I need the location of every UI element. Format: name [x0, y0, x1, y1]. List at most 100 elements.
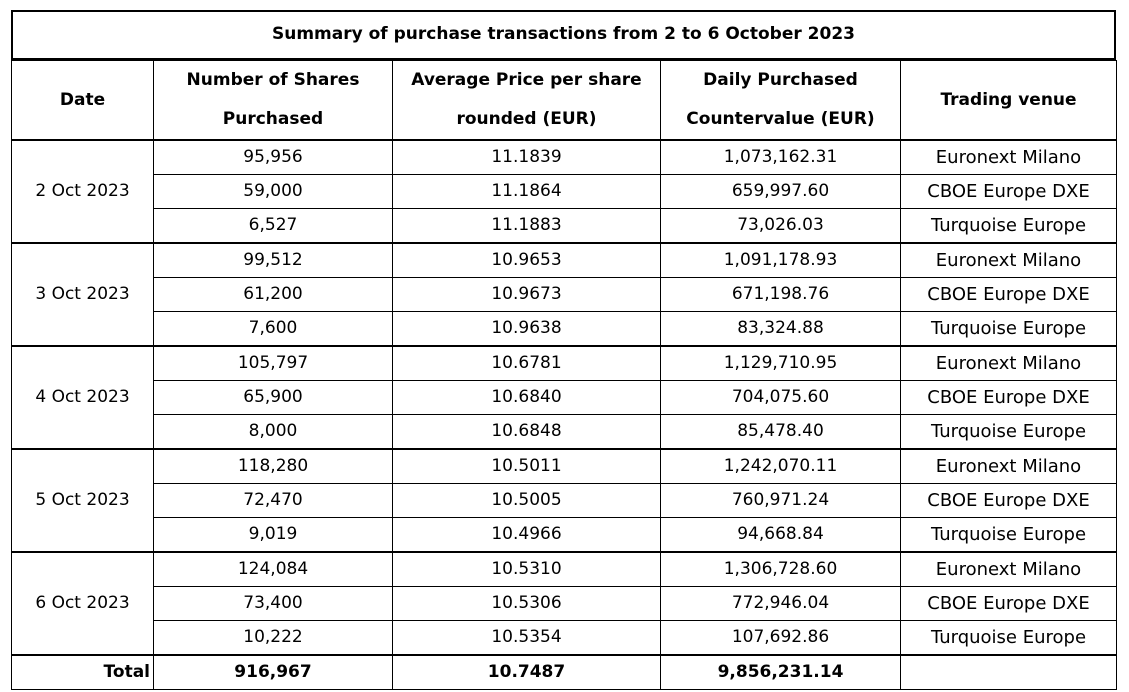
cell-venue: Turquoise Europe — [900, 620, 1117, 656]
date-group: 6 Oct 2023 124,084 10.5310 1,306,728.60 Euro… — [11, 551, 1117, 656]
cell-date: 5 Oct 2023 — [11, 448, 154, 553]
cell-price: 10.5354 — [392, 620, 661, 656]
cell-countervalue: 704,075.60 — [660, 380, 901, 415]
cell-countervalue: 94,668.84 — [660, 517, 901, 553]
table-row: 4 Oct 2023 105,797 10.6781 1,129,710.95 Euro… — [11, 345, 1117, 450]
table-row: 73,400 10.5306 772,946.04 CBOE Europe DXE — [12, 586, 1117, 621]
cell-shares: 61,200 — [153, 277, 393, 312]
cell-shares: 72,470 — [153, 483, 393, 518]
total-label: Total — [11, 654, 154, 690]
total-countervalue: 9,856,231.14 — [660, 654, 901, 690]
table-row: 8,000 10.6848 85,478.40 Turquoise Europe — [12, 414, 1117, 450]
table-row: 6 Oct 2023 124,084 10.5310 1,306,728.60 Euro… — [11, 551, 1117, 656]
cell-date: 2 Oct 2023 — [11, 139, 154, 244]
cell-venue: Turquoise Europe — [900, 208, 1117, 244]
cell-price: 10.6840 — [392, 380, 661, 415]
cell-price: 10.4966 — [392, 517, 661, 553]
header-shares: Number of Shares Purchased — [153, 60, 393, 141]
cell-countervalue: 659,997.60 — [660, 174, 901, 209]
cell-price: 10.9673 — [392, 277, 661, 312]
header-countervalue-line2: Countervalue (EUR) — [686, 109, 875, 129]
cell-venue: CBOE Europe DXE — [900, 483, 1117, 518]
cell-venue: Euronext Milano — [900, 551, 1117, 587]
total-venue — [900, 654, 1117, 690]
header-price-line1: Average Price per share — [411, 70, 642, 90]
cell-venue: CBOE Europe DXE — [900, 277, 1117, 312]
cell-venue: Euronext Milano — [900, 242, 1117, 278]
cell-price: 10.9653 — [392, 242, 661, 278]
cell-shares: 73,400 — [153, 586, 393, 621]
cell-countervalue: 772,946.04 — [660, 586, 901, 621]
cell-countervalue: 73,026.03 — [660, 208, 901, 244]
table-row: 2 Oct 2023 95,956 11.1839 1,073,162.31 Euron… — [11, 139, 1117, 244]
table-row: 9,019 10.4966 94,668.84 Turquoise Europe — [12, 517, 1117, 553]
date-group: 5 Oct 2023 118,280 10.5011 1,242,070.11 Euro… — [11, 448, 1117, 553]
cell-shares: 9,019 — [153, 517, 393, 553]
table-row: 6,527 11.1883 73,026.03 Turquoise Europe — [12, 208, 1117, 244]
table-row: 3 Oct 2023 99,512 10.9653 1,091,178.93 Euron… — [11, 242, 1117, 347]
cell-venue: Euronext Milano — [900, 345, 1117, 381]
cell-date: 6 Oct 2023 — [11, 551, 154, 656]
cell-date: 3 Oct 2023 — [11, 242, 154, 347]
cell-shares: 118,280 — [153, 448, 393, 484]
table-row: 59,000 11.1864 659,997.60 CBOE Europe DXE — [12, 174, 1117, 209]
cell-price: 10.9638 — [392, 311, 661, 347]
cell-shares: 65,900 — [153, 380, 393, 415]
table-row: 61,200 10.9673 671,198.76 CBOE Europe DXE — [12, 277, 1117, 312]
header-shares-line1: Number of Shares — [186, 70, 360, 90]
header-date: Date — [11, 60, 154, 141]
header-price: Average Price per share rounded (EUR) — [392, 60, 661, 141]
date-group: 3 Oct 2023 99,512 10.9653 1,091,178.93 Euron… — [11, 242, 1117, 347]
transactions-table: Date Number of Shares Purchased Average … — [11, 60, 1117, 690]
cell-countervalue: 1,242,070.11 — [660, 448, 901, 484]
cell-shares: 7,600 — [153, 311, 393, 347]
table-row: 65,900 10.6840 704,075.60 CBOE Europe DXE — [12, 380, 1117, 415]
total-row: Total 916,967 10.7487 9,856,231.14 — [11, 654, 1117, 690]
cell-countervalue: 107,692.86 — [660, 620, 901, 656]
cell-price: 11.1839 — [392, 139, 661, 175]
cell-shares: 6,527 — [153, 208, 393, 244]
table-row: 10,222 10.5354 107,692.86 Turquoise Europe — [12, 620, 1117, 656]
cell-price: 10.5005 — [392, 483, 661, 518]
cell-price: 10.5306 — [392, 586, 661, 621]
cell-shares: 124,084 — [153, 551, 393, 587]
cell-countervalue: 83,324.88 — [660, 311, 901, 347]
cell-venue: CBOE Europe DXE — [900, 380, 1117, 415]
cell-countervalue: 1,091,178.93 — [660, 242, 901, 278]
total-shares: 916,967 — [153, 654, 393, 690]
cell-countervalue: 85,478.40 — [660, 414, 901, 450]
cell-countervalue: 1,129,710.95 — [660, 345, 901, 381]
table-title: Summary of purchase transactions from 2 … — [11, 10, 1116, 60]
cell-shares: 59,000 — [153, 174, 393, 209]
purchase-summary: Summary of purchase transactions from 2 … — [11, 10, 1117, 690]
cell-venue: Turquoise Europe — [900, 311, 1117, 347]
cell-shares: 99,512 — [153, 242, 393, 278]
cell-price: 11.1864 — [392, 174, 661, 209]
header-countervalue: Daily Purchased Countervalue (EUR) — [660, 60, 901, 141]
total-price: 10.7487 — [392, 654, 661, 690]
cell-countervalue: 671,198.76 — [660, 277, 901, 312]
date-group: 4 Oct 2023 105,797 10.6781 1,129,710.95 Euro… — [11, 345, 1117, 450]
cell-price: 10.5310 — [392, 551, 661, 587]
table-row: 5 Oct 2023 118,280 10.5011 1,242,070.11 Euro… — [11, 448, 1117, 553]
cell-shares: 8,000 — [153, 414, 393, 450]
cell-countervalue: 760,971.24 — [660, 483, 901, 518]
cell-shares: 95,956 — [153, 139, 393, 175]
cell-venue: CBOE Europe DXE — [900, 174, 1117, 209]
cell-venue: Turquoise Europe — [900, 517, 1117, 553]
header-shares-line2: Purchased — [222, 109, 324, 129]
header-venue: Trading venue — [900, 60, 1117, 141]
date-group: 2 Oct 2023 95,956 11.1839 1,073,162.31 Euron… — [11, 139, 1117, 244]
cell-countervalue: 1,306,728.60 — [660, 551, 901, 587]
cell-shares: 105,797 — [153, 345, 393, 381]
cell-venue: Turquoise Europe — [900, 414, 1117, 450]
cell-venue: Euronext Milano — [900, 448, 1117, 484]
header-row: Date Number of Shares Purchased Average … — [11, 60, 1117, 141]
cell-date: 4 Oct 2023 — [11, 345, 154, 450]
cell-countervalue: 1,073,162.31 — [660, 139, 901, 175]
header-price-line2: rounded (EUR) — [456, 109, 597, 129]
header-countervalue-line1: Daily Purchased — [703, 70, 858, 90]
cell-venue: CBOE Europe DXE — [900, 586, 1117, 621]
table-row: 7,600 10.9638 83,324.88 Turquoise Europe — [12, 311, 1117, 347]
cell-price: 10.6781 — [392, 345, 661, 381]
